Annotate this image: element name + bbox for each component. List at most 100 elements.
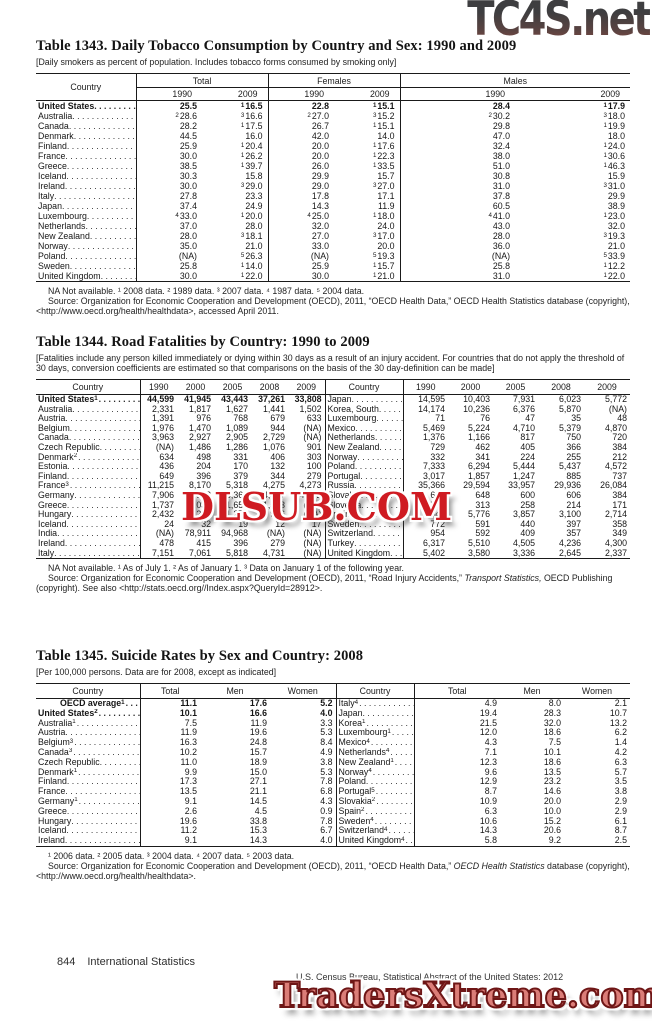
page-footer: 844 International Statistics [57,956,195,968]
country-cell: Japan [36,201,136,211]
country-label: Canada [38,433,69,443]
country-label: Luxembourg [38,211,87,221]
value-cell: 20.0 [377,241,395,251]
dot-leader [406,836,414,846]
value-cell: 10.0 [543,805,561,816]
table-1344-footnote: NA Not available. ¹ As of July 1. ² As o… [48,563,404,574]
dot-leader [66,520,139,530]
dot-leader [77,719,140,729]
value-cell: 1,486 [188,441,211,452]
value-cell: 122.0 [240,271,263,281]
dot-leader [68,241,136,251]
suicide-rates-table: Country Total Men Women Country Total Me… [36,683,630,847]
value-cell: 15.9 [607,171,626,181]
value-cell: 1,976 [139,423,177,434]
value-cell: 29.8 [399,121,516,131]
value-cell: 18.6 [543,727,561,738]
dot-leader [74,491,139,501]
value-cell: 29.0 [267,181,334,191]
country-cell: Poland [36,251,136,261]
value-cell: 729 [402,442,448,453]
country-label: Sweden [327,519,360,529]
dot-leader [373,768,414,778]
value-cell: (NA) [267,251,334,261]
dot-leader [376,797,413,807]
year-header: 2009 [202,87,268,101]
value-cell: 15.3 [249,825,267,836]
value-cell: 313 [475,499,490,510]
value-cell: 433.0 [135,211,202,221]
value-cell: 4.9 [320,746,333,757]
value-cell: 37,261 [258,394,285,404]
table-row: Greece 1,737 2,037 1,658 1,553 (NA) Slovenia 51… [36,499,630,511]
column-header-men: Men [200,683,270,699]
dot-leader [67,777,140,787]
dot-leader [371,738,414,748]
country-cell: Finland [36,141,136,151]
country-label: Norway4 [338,767,372,777]
dot-leader [357,453,402,463]
value-cell: 29.9 [267,171,334,181]
value-cell: 27.0 [267,231,334,241]
value-cell: 750 [566,432,581,443]
country-label: Austria [38,414,66,424]
value-cell: 5,469 [402,423,448,434]
watermark-tradersxtreme: TradersXtreme.com [273,975,652,1017]
year-header: 2009 [515,87,631,101]
value-cell: 4,572 [604,461,627,472]
value-cell: 115.1 [372,121,395,131]
value-cell: 20.0 [267,141,334,151]
value-cell: 35.0 [135,241,202,251]
value-cell: 33.8 [249,815,267,826]
dot-leader [79,797,140,807]
table-row: France 30.0 126.2 20.0 122.3 38.0 130.6 [36,151,630,161]
value-cell: 7.5 [548,737,561,748]
country-cell: Canada3 [36,748,140,758]
country-label: Iceland [38,826,67,836]
value-cell: 17.8 [267,191,334,201]
value-cell: 16.3 [139,737,200,748]
country-cell: Ireland [36,539,140,549]
value-cell: 42.0 [267,131,334,141]
value-cell: 3.5 [614,776,627,787]
value-cell: 22.8 [267,100,334,111]
dot-leader [373,529,403,539]
value-cell: 303 [306,451,322,462]
value-cell: 21.1 [249,786,267,797]
value-cell: 6,294 [467,461,490,472]
value-cell: 1,376 [402,433,448,443]
value-cell: 1,089 [225,422,248,433]
value-cell: 12.9 [413,777,500,788]
country-label: Spain2 [338,806,365,816]
value-cell: 19.6 [139,816,200,827]
header-row: Country Total Men Women Country Total Me… [36,683,630,699]
value-cell: 30.0 [135,181,202,191]
dot-leader [78,453,139,463]
dot-leader [74,738,139,748]
value-cell: 4,152 [299,489,322,500]
table-row: Czech Republic 11.0 18.9 3.8 New Zealand1 12.… [36,757,630,768]
value-cell: 3.3 [320,717,333,728]
value-cell: 33,808 [294,394,322,404]
value-cell: 122.3 [372,151,395,161]
value-cell: 4,236 [558,537,581,548]
section-title: International Statistics [87,956,195,968]
country-cell: Australia [36,405,140,415]
value-cell: 5,379 [558,422,581,433]
value-cell: 279 [306,470,322,481]
value-cell: 100 [306,461,322,472]
country-label: Australia1 [38,718,76,728]
year-header: 1990 [402,379,448,395]
country-label: Mexico [327,423,356,433]
value-cell: 3,963 [139,433,177,443]
year-header: 2005 [493,379,538,395]
column-header-country: Country [324,379,403,395]
value-cell: 30.0 [267,271,334,282]
dot-leader [395,758,414,768]
value-cell: 6.1 [614,815,627,826]
table-row: Japan 37.4 24.9 14.3 11.9 60.5 38.9 [36,201,630,211]
column-group-males: Males [399,73,631,88]
table-row: Luxembourg 433.0 120.0 425.0 118.0 441.0 123.0 [36,211,630,221]
value-cell: 115.1 [372,101,395,111]
country-cell: Mexico [324,423,403,434]
